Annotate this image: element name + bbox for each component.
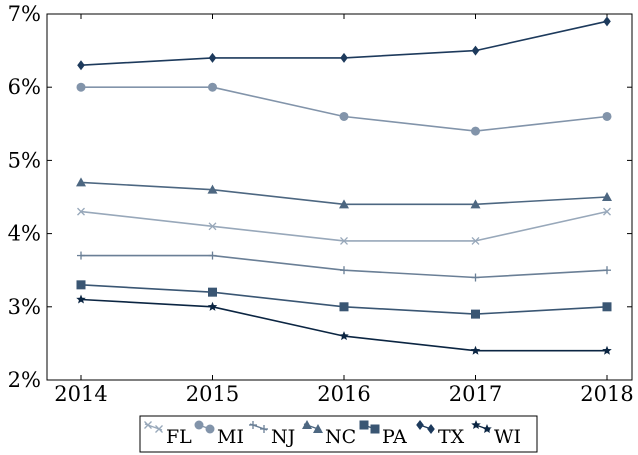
legend-marker-tx [416,420,424,430]
x-tick-label: 2016 [317,382,370,406]
legend-label-mi: MI [217,426,244,448]
data-point-pa [471,309,480,319]
data-point-wi [339,331,349,341]
data-point-mi [339,111,349,121]
legend-box [139,415,538,453]
data-point-tx [208,52,217,63]
legend-marker-pa [370,424,380,434]
series-layer [76,16,612,355]
y-axis: 2% 3% 4% 5% 6% 7% [8,2,632,392]
data-point-wi [470,345,481,355]
legend-marker-fl [144,421,152,429]
data-point-pa [76,280,86,290]
legend-label-wi: WI [494,426,521,448]
data-point-tx [603,16,611,27]
legend-item-nj: NJ [249,421,295,448]
series-tx [77,16,611,71]
data-point-wi [207,301,218,311]
y-tick-label: 7% [8,2,41,26]
data-point-nj [77,251,85,260]
legend-label-pa: PA [382,426,407,448]
y-tick-label: 2% [8,368,41,392]
data-point-nc [339,199,349,209]
data-point-tx [77,60,85,71]
x-axis: 2014 2015 2016 2017 2018 [54,14,634,406]
data-point-fl [603,207,611,216]
x-tick-label: 2018 [580,382,633,406]
data-point-nc [470,199,481,209]
x-tick-label: 2014 [54,382,107,406]
data-point-nj [471,273,480,282]
series-nc [76,177,612,209]
legend-item-fl: FL [144,421,192,448]
series-nj [77,251,611,282]
y-tick-label: 4% [8,222,41,246]
series-mi [76,82,612,136]
data-point-fl [340,236,348,245]
data-point-tx [340,52,348,63]
data-point-mi [471,126,480,136]
data-point-mi [602,111,612,121]
data-point-mi [208,82,217,92]
legend-marker-nc [302,420,312,429]
legend-marker-nc [313,424,323,433]
y-tick-label: 5% [8,148,41,172]
legend-label-nc: NC [325,426,356,448]
data-point-nj [208,251,217,260]
series-wi [76,294,612,355]
legend: FL MI NJ NC PA TX WI [139,415,538,453]
data-point-nc [602,192,612,201]
x-tick-label: 2015 [186,382,239,406]
data-point-wi [602,345,612,355]
series-pa [76,280,612,319]
data-point-nj [603,266,611,275]
series-line-mi [81,86,608,132]
data-point-wi [76,294,86,304]
data-point-pa [602,302,612,312]
y-tick-label: 6% [8,75,41,99]
data-point-tx [471,45,480,56]
plot-area-frame [46,13,633,381]
y-tick-label: 3% [8,295,41,319]
legend-item-mi: MI [194,420,244,448]
data-point-fl [471,236,480,245]
data-point-nc [76,177,86,187]
legend-marker-wi [471,420,481,430]
legend-marker-wi [482,424,492,434]
legend-label-nj: NJ [271,426,295,448]
legend-label-fl: FL [166,426,192,448]
legend-label-tx: TX [438,426,465,448]
data-point-nj [340,266,348,275]
legend-item-nc: NC [302,420,356,448]
data-point-fl [208,222,217,231]
series-fl [77,207,611,245]
data-point-pa [208,287,217,297]
legend-item-wi: WI [471,420,521,448]
data-point-pa [339,302,349,312]
data-point-fl [77,207,85,216]
data-point-mi [76,82,86,92]
legend-item-tx: TX [416,420,465,448]
legend-marker-mi [205,424,215,434]
legend-marker-pa [359,420,369,430]
x-tick-label: 2017 [449,382,502,406]
legend-marker-mi [194,420,204,430]
legend-marker-fl [155,425,163,433]
legend-marker-nj [249,421,257,429]
series-line-fl [80,210,608,242]
legend-marker-nj [260,425,268,433]
legend-marker-tx [427,424,435,434]
data-point-nc [207,184,218,194]
legend-item-pa: PA [359,420,407,448]
